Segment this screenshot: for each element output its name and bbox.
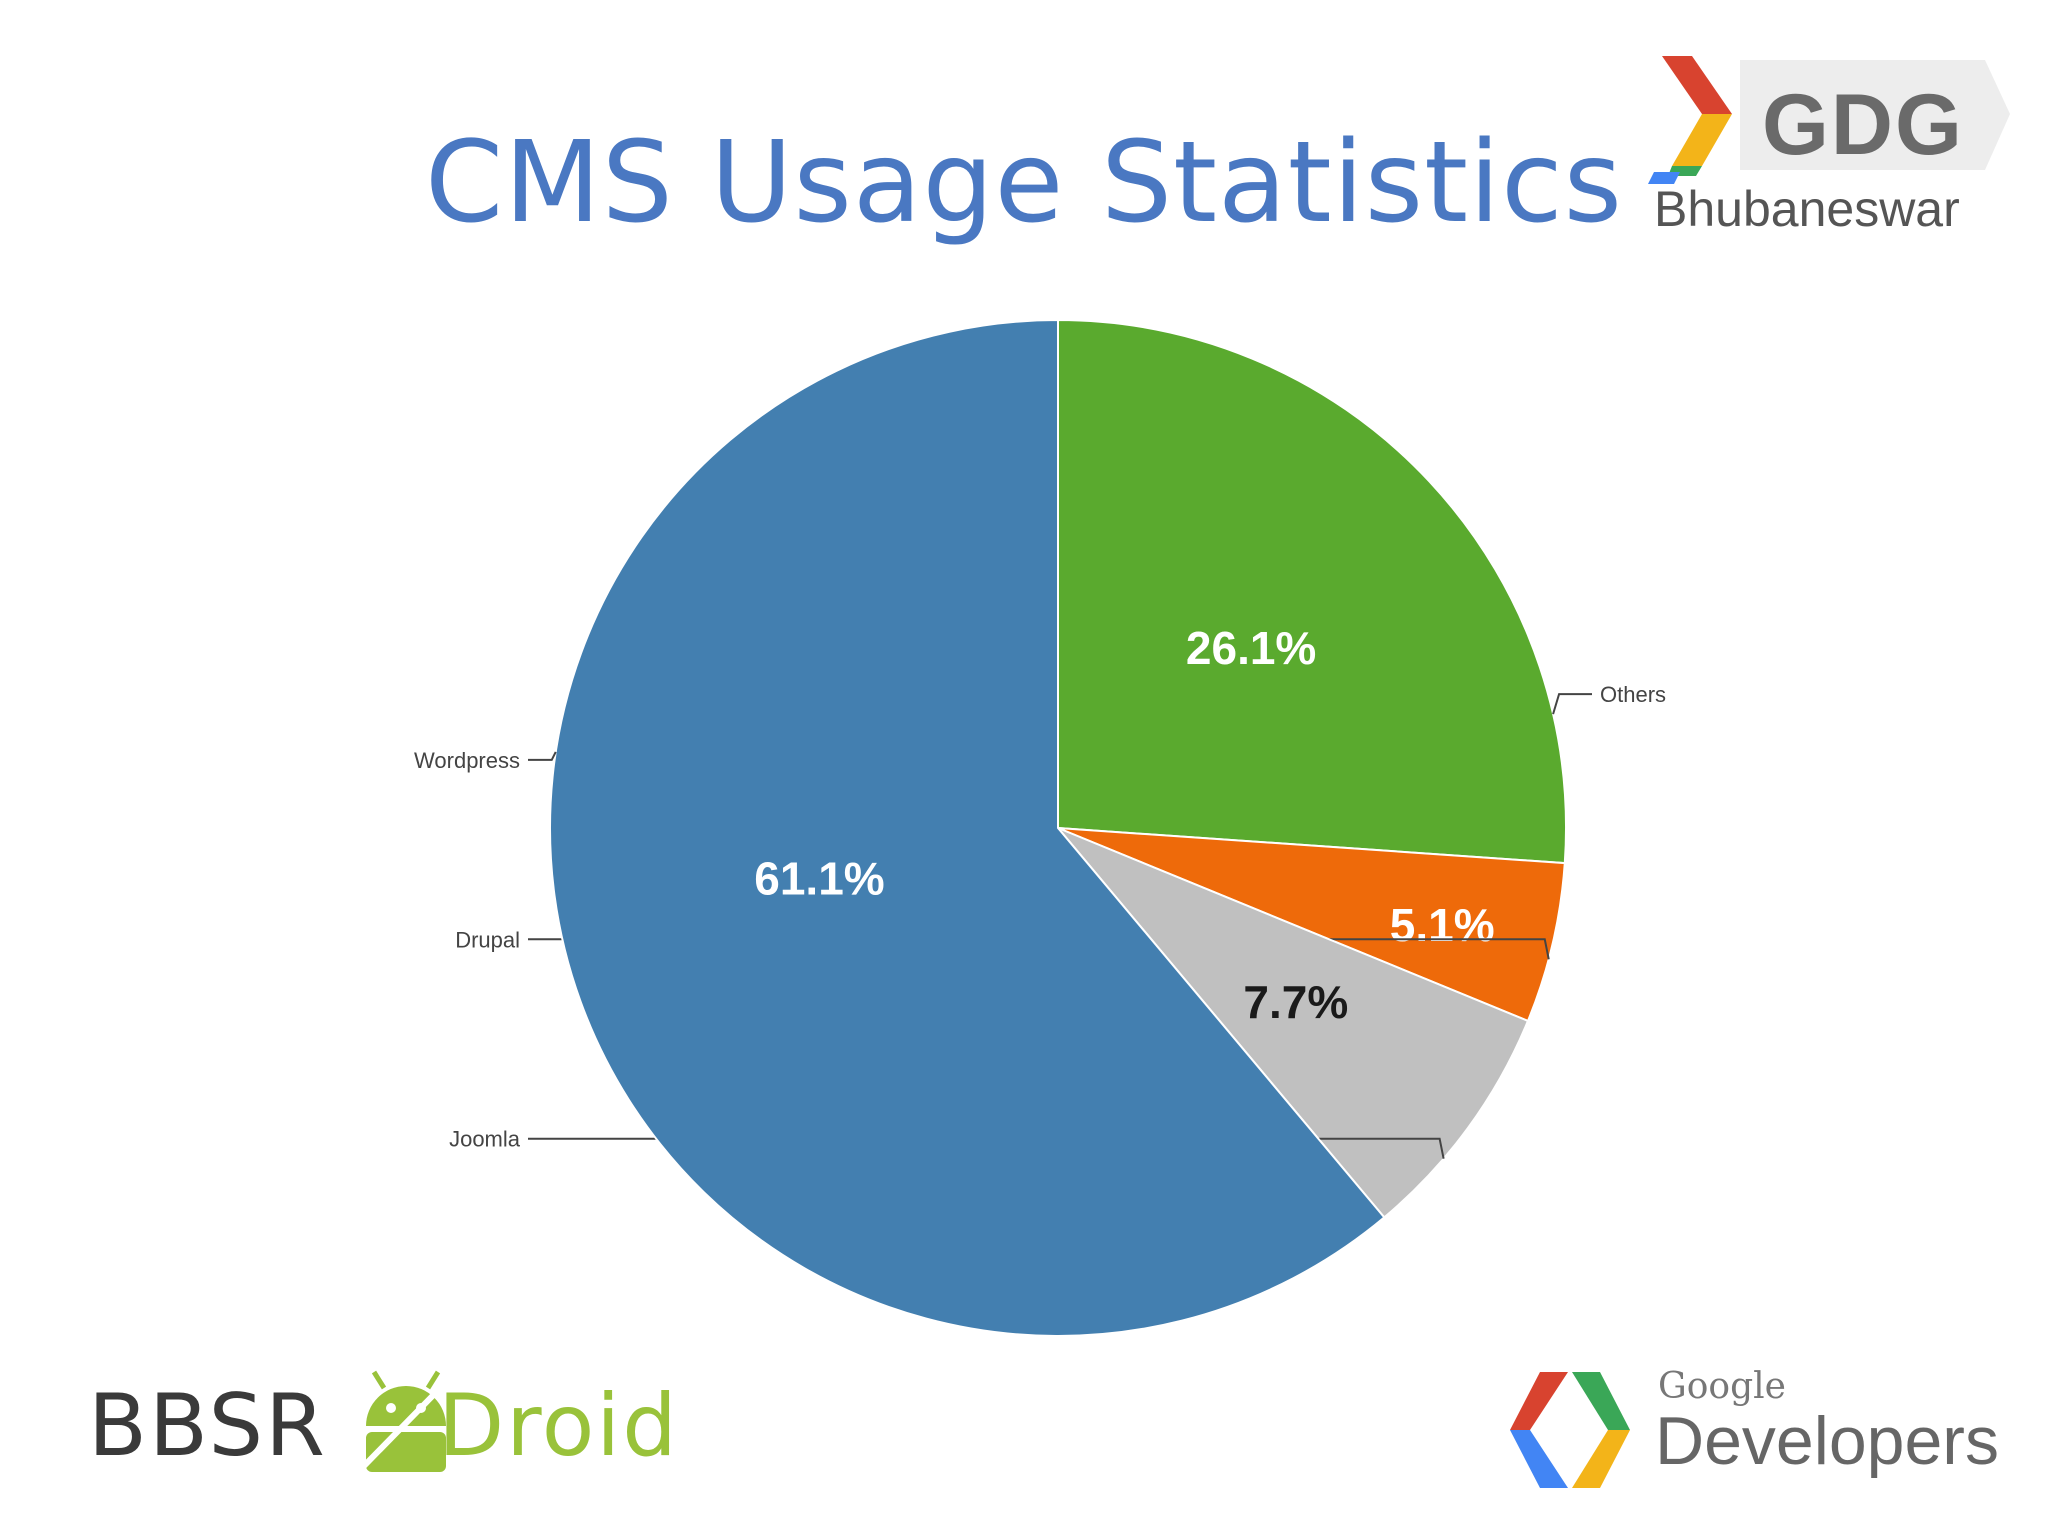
value-label-drupal: 5.1%: [1390, 899, 1495, 951]
developers-text: Developers: [1655, 1403, 1999, 1479]
google-developers-brackets-icon: [1510, 1372, 1630, 1488]
droid-text: Droid: [438, 1376, 679, 1476]
gdg-bhubaneswar-logo: GDG Bhubaneswar: [1640, 52, 2010, 242]
value-label-wordpress: 61.1%: [754, 853, 884, 905]
category-label-others: Others: [1600, 682, 1666, 707]
google-text: Google: [1658, 1366, 1786, 1407]
gdg-name: GDG: [1762, 77, 1964, 173]
category-label-drupal: Drupal: [455, 927, 520, 952]
slide-title: CMS Usage Statistics: [424, 118, 1624, 248]
callout-wordpress: [528, 751, 557, 761]
gdg-chevron-icon: [1648, 56, 2010, 184]
pie-slice-wordpress: [549, 318, 1386, 1337]
google-developers-logo: Google Developers: [1500, 1364, 2000, 1494]
callout-others: [1552, 693, 1592, 715]
pie-slice-others: [1057, 318, 1567, 865]
category-label-joomla: Joomla: [449, 1127, 521, 1152]
pie-slice-drupal: [1057, 827, 1566, 1023]
pie-slice-joomla: [1057, 827, 1530, 1219]
android-icon: [357, 1370, 455, 1473]
value-label-others: 26.1%: [1186, 622, 1316, 674]
bbsr-text: BBSR: [88, 1376, 327, 1476]
category-label-wordpress: Wordpress: [414, 748, 520, 773]
value-label-joomla: 7.7%: [1243, 976, 1348, 1028]
bbsr-droid-logo: BBSR Droid: [88, 1362, 688, 1482]
gdg-city: Bhubaneswar: [1654, 181, 1960, 237]
